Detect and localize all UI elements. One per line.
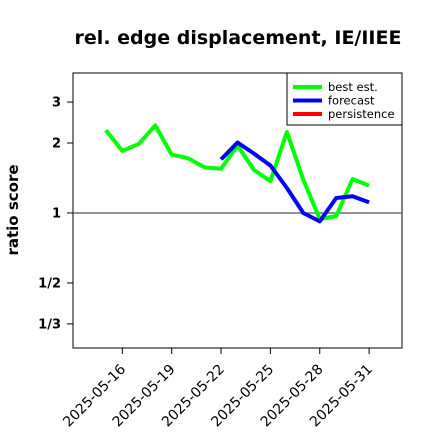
y-tick-label: 1 <box>52 206 61 221</box>
plot-area-frame <box>72 72 403 349</box>
y-tick-label: 1/3 <box>38 317 61 332</box>
legend-label-best-est: best est. <box>328 80 378 94</box>
legend: best est. forecast persistence <box>286 72 403 126</box>
y-axis-label: ratio score <box>4 164 22 255</box>
y-tick-label: 3 <box>52 96 61 111</box>
legend-label-persistence: persistence <box>328 107 395 121</box>
y-tick-label: 1/2 <box>38 276 61 291</box>
y-tick-label: 2 <box>52 136 61 151</box>
series-line-forecast <box>219 140 370 224</box>
series-line-best-est <box>104 123 370 222</box>
chart-title: rel. edge displacement, IE/IIEE <box>75 27 402 49</box>
legend-label-forecast: forecast <box>328 94 375 108</box>
